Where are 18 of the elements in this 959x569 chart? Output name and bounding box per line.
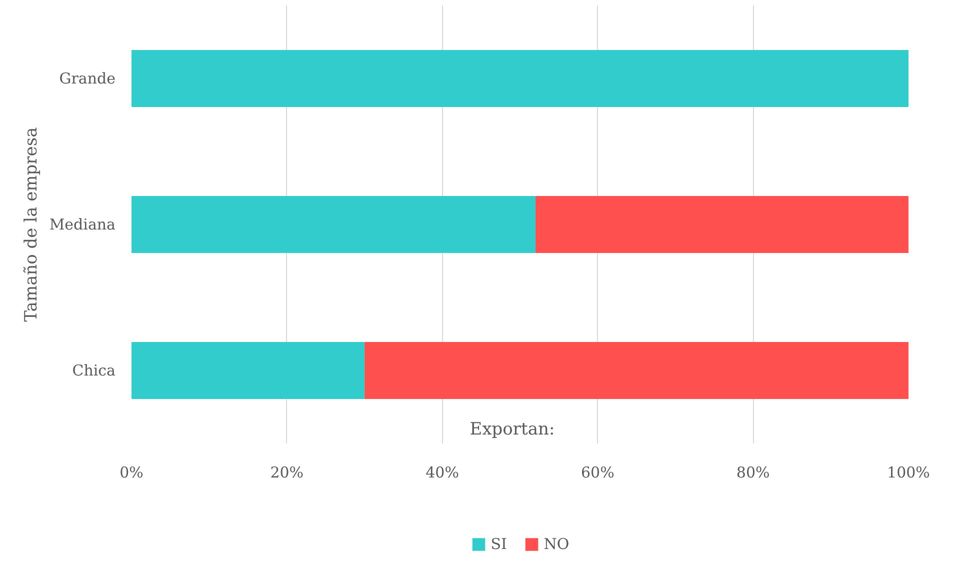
legend-label: SI: [490, 535, 508, 553]
y-axis-title: Tamaño de la empresa: [21, 127, 42, 322]
x-tick-label: 80%: [736, 464, 770, 482]
y-tick-label: Grande: [59, 70, 116, 88]
x-tick-label: 0%: [120, 464, 144, 482]
bar: [536, 196, 908, 253]
bar: [364, 342, 908, 399]
y-tick-label: Mediana: [49, 216, 116, 234]
legend-label: NO: [544, 535, 570, 553]
bar: [132, 50, 908, 107]
x-tick-label: 40%: [426, 464, 459, 482]
bar: [132, 196, 536, 253]
y-tick-label: Chica: [72, 362, 116, 380]
x-tick-label: 100%: [887, 464, 930, 482]
x-tick-label: 20%: [270, 464, 304, 482]
legend-title: Exportan:: [470, 420, 555, 440]
x-tick-label: 60%: [581, 464, 614, 482]
bar: [132, 342, 365, 399]
